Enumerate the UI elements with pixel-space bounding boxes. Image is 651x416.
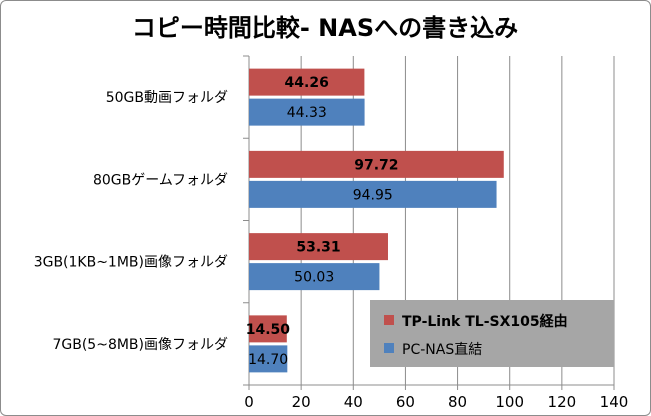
legend-entry-label: TP-Link TL-SX105経由 — [402, 313, 568, 330]
data-label: 50.03 — [294, 270, 334, 286]
category-label: 3GB(1KB~1MB)画像フォルダ — [34, 255, 228, 271]
chart-title: コピー時間比較- NASへの書き込み — [132, 14, 518, 42]
data-label: 44.33 — [287, 105, 327, 121]
data-label: 97.72 — [354, 157, 398, 173]
x-axis-ticks: 0 20 40 60 80 100 120 140 — [244, 393, 628, 411]
bar-pc-nas — [249, 345, 288, 373]
data-label: 94.95 — [353, 187, 393, 203]
legend-swatch — [384, 343, 394, 353]
x-tick-label: 40 — [344, 393, 363, 411]
x-tick-label: 60 — [396, 393, 415, 411]
x-tick-label: 100 — [495, 393, 524, 411]
legend-entry-label: PC-NAS直結 — [402, 341, 482, 358]
x-tick-label: 80 — [448, 393, 467, 411]
legend-box — [370, 300, 614, 367]
legend: TP-Link TL-SX105経由 PC-NAS直結 — [370, 300, 614, 367]
data-label: 53.31 — [296, 240, 340, 256]
bars: 44.26 44.33 97.72 94.95 53.31 50.03 14.50 14.70 — [246, 68, 504, 373]
x-tick-label: 20 — [292, 393, 311, 411]
category-label: 7GB(5~8MB)画像フォルダ — [52, 337, 228, 353]
category-label: 80GBゲームフォルダ — [93, 172, 228, 188]
bar-pc-nas — [249, 180, 497, 208]
category-label: 50GB動画フォルダ — [106, 90, 228, 106]
bar-pc-nas — [249, 98, 365, 126]
category-labels: 50GB動画フォルダ 80GBゲームフォルダ 3GB(1KB~1MB)画像フォルダ 7… — [34, 90, 228, 353]
data-label: 14.70 — [248, 352, 288, 368]
bar-tplink — [249, 315, 287, 343]
bar-tplink — [249, 233, 388, 261]
bar-tplink — [249, 150, 504, 178]
x-tick-label: 140 — [600, 393, 629, 411]
x-tick-label: 120 — [548, 393, 577, 411]
data-label: 14.50 — [246, 322, 291, 338]
x-tick-label: 0 — [244, 393, 254, 411]
bar-tplink — [249, 68, 365, 96]
bar-pc-nas — [249, 263, 380, 291]
data-label: 44.26 — [285, 75, 329, 91]
legend-swatch — [384, 315, 394, 325]
